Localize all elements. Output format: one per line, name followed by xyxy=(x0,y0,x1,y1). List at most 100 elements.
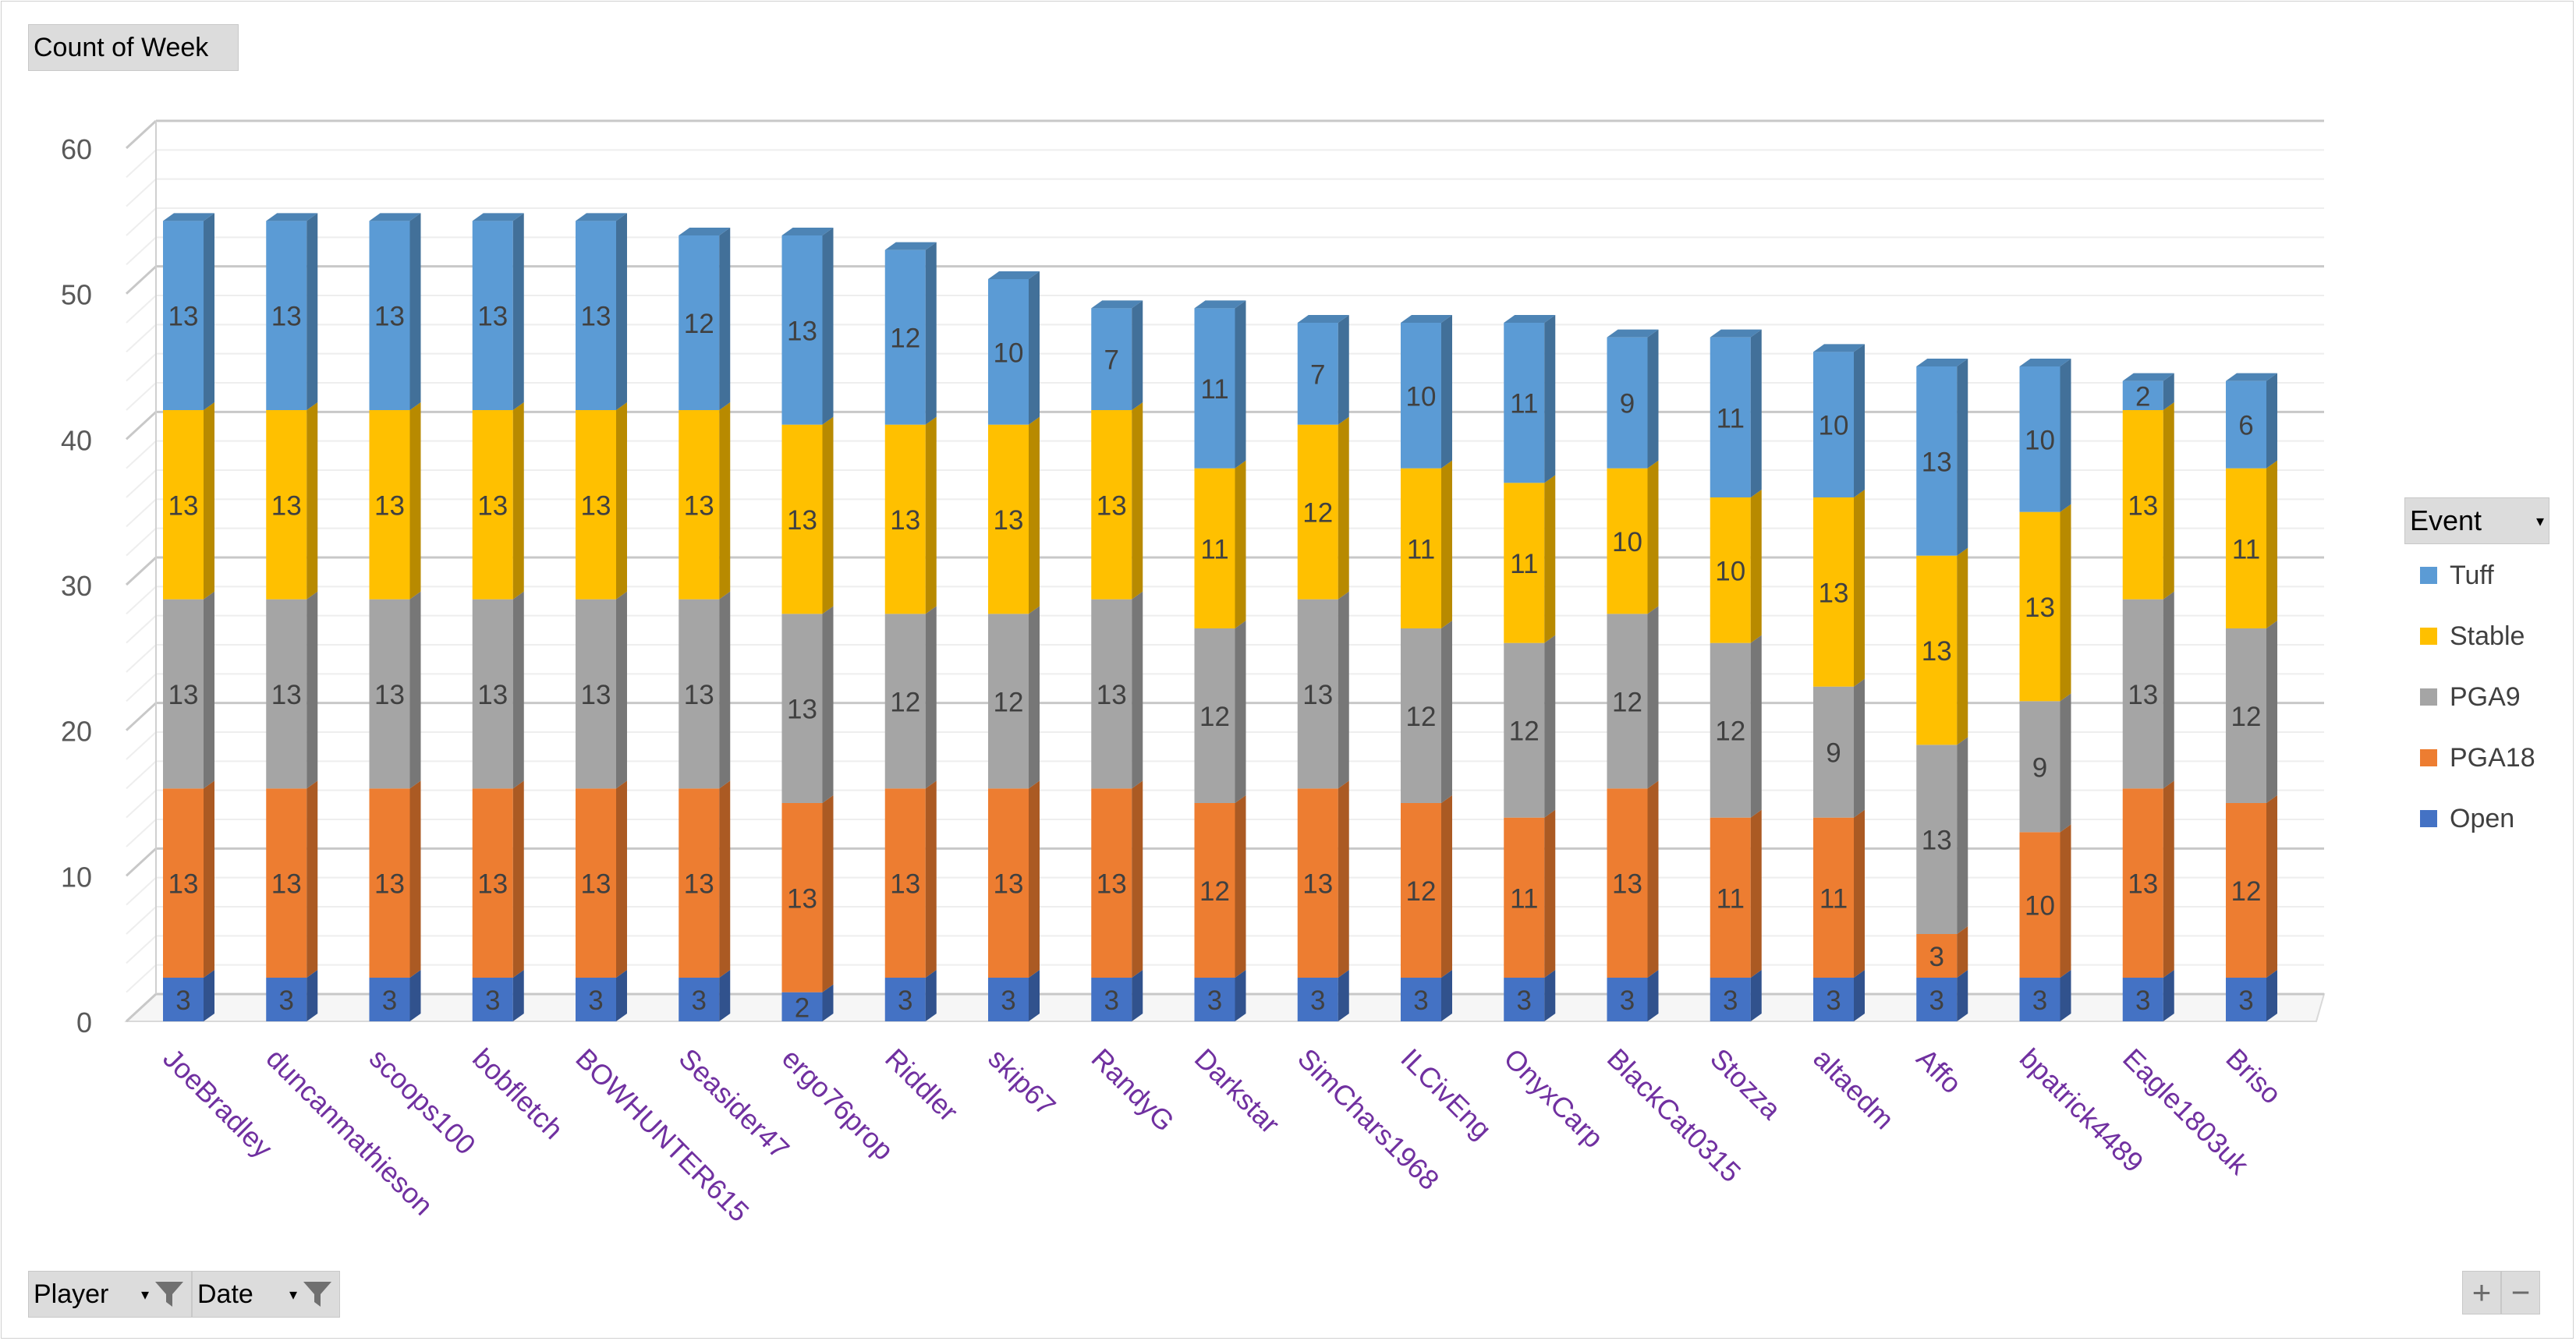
bar-side-stable xyxy=(512,402,524,600)
bar-segment-open xyxy=(679,978,720,1021)
bar-segment-pga18 xyxy=(1091,788,1132,978)
bar-segment-open xyxy=(1091,978,1132,1021)
data-label: 3 xyxy=(485,985,500,1016)
date-filter-button[interactable]: Date ▾ xyxy=(192,1271,340,1318)
bar-side-tuff xyxy=(1441,315,1452,469)
bar-side-pga9 xyxy=(1235,621,1246,803)
category-label: Darkstar xyxy=(1189,1042,1286,1140)
minor-gridline-side xyxy=(126,527,157,557)
bar-segment-tuff xyxy=(781,235,823,425)
data-label: 12 xyxy=(994,687,1024,717)
bar-side-pga9 xyxy=(204,591,214,789)
bar-side-tuff xyxy=(1750,329,1762,497)
minor-gridline-side xyxy=(126,644,157,673)
bar-segment-stable xyxy=(1607,468,1648,614)
data-label: 13 xyxy=(581,302,611,332)
expand-field-button[interactable]: + xyxy=(2462,1271,2501,1314)
minor-gridline-side xyxy=(126,586,157,615)
data-label: 13 xyxy=(581,490,611,521)
bar-top-face xyxy=(2122,373,2174,381)
bar-segment-tuff xyxy=(884,249,926,425)
data-label: 13 xyxy=(1819,578,1849,608)
data-label: 13 xyxy=(2128,490,2158,521)
data-label: 11 xyxy=(1510,549,1538,579)
bar-segment-pga18 xyxy=(1504,817,1545,978)
data-label: 11 xyxy=(1510,883,1538,914)
data-label: 13 xyxy=(271,302,302,332)
bar-segment-tuff xyxy=(2226,380,2266,469)
data-label: 2 xyxy=(2135,381,2150,412)
bar-segment-stable xyxy=(1194,468,1235,628)
value-field-button[interactable]: Count of Week xyxy=(28,24,239,71)
bar-side-stable xyxy=(822,416,834,614)
bar-side-pga18 xyxy=(1957,926,1968,978)
player-filter-button[interactable]: Player ▾ xyxy=(28,1271,192,1318)
data-label: 3 xyxy=(1207,985,1222,1016)
bar-side-open xyxy=(1235,970,1246,1021)
data-label: 3 xyxy=(588,985,603,1016)
bar-segment-tuff xyxy=(1297,323,1338,425)
data-label: 10 xyxy=(1406,381,1437,412)
minor-gridline-side xyxy=(126,731,157,760)
data-label: 13 xyxy=(271,490,302,521)
bar-segment-pga18 xyxy=(1401,803,1441,978)
collapse-field-button[interactable]: − xyxy=(2501,1271,2540,1314)
bar-segment-stable xyxy=(1813,497,1854,687)
bar-top-face xyxy=(266,213,318,221)
data-label: 13 xyxy=(581,869,611,900)
player-filter-label: Player xyxy=(34,1279,109,1309)
bar-top-face xyxy=(2019,359,2071,366)
date-filter-label: Date xyxy=(197,1279,253,1309)
bar-segment-pga18 xyxy=(781,803,823,992)
legend-swatch xyxy=(2420,810,2437,827)
minor-gridline-side xyxy=(126,295,157,324)
data-label: 13 xyxy=(2128,680,2158,710)
minor-gridline-side xyxy=(126,935,157,964)
bar-segment-pga9 xyxy=(369,599,410,789)
data-label: 11 xyxy=(1200,534,1228,564)
bar-side-open xyxy=(1132,970,1143,1021)
bar-side-open xyxy=(409,970,421,1021)
data-label: 13 xyxy=(994,505,1024,536)
bar-side-open xyxy=(1544,970,1556,1021)
bar-segment-pga18 xyxy=(1194,803,1235,978)
bar-segment-stable xyxy=(1710,497,1751,643)
data-label: 12 xyxy=(890,324,920,354)
filter-funnel-icon xyxy=(303,1282,331,1307)
bar-segment-stable xyxy=(1091,410,1132,600)
bar-side-stable xyxy=(1441,460,1452,628)
data-label: 3 xyxy=(2135,985,2150,1016)
bar-side-pga18 xyxy=(1132,780,1143,978)
legend-field-button[interactable]: Event ▾ xyxy=(2404,497,2549,544)
bar-segment-tuff xyxy=(1916,366,1958,556)
data-label: 10 xyxy=(994,338,1024,368)
bar-side-pga18 xyxy=(1029,780,1040,978)
data-label: 3 xyxy=(279,985,294,1016)
data-label: 13 xyxy=(787,316,817,346)
bar-segment-open xyxy=(266,978,307,1021)
bar-segment-open xyxy=(1916,978,1958,1021)
data-label: 13 xyxy=(374,680,405,710)
bar-side-tuff xyxy=(925,242,937,425)
data-label: 12 xyxy=(1199,702,1230,732)
data-label: 11 xyxy=(1200,374,1228,405)
data-label: 13 xyxy=(1097,490,1127,521)
bar-side-pga9 xyxy=(1750,635,1762,818)
data-label: 7 xyxy=(1104,345,1119,376)
legend-item-pga9: PGA9 xyxy=(2420,681,2521,713)
bar-segment-tuff xyxy=(1091,308,1132,410)
data-label: 11 xyxy=(1407,534,1435,564)
value-field-label: Count of Week xyxy=(34,32,209,62)
bar-side-pga9 xyxy=(2060,693,2071,833)
legend-label: Tuff xyxy=(2450,560,2494,590)
bar-segment-pga18 xyxy=(2019,832,2060,978)
bar-side-pga18 xyxy=(719,780,731,978)
bar-segment-open xyxy=(988,978,1029,1021)
bar-segment-tuff xyxy=(2122,380,2163,410)
data-label: 6 xyxy=(2238,411,2253,441)
bar-side-pga18 xyxy=(1647,780,1659,978)
data-label: 7 xyxy=(1310,359,1325,390)
data-label: 3 xyxy=(1929,942,1944,972)
dropdown-arrow-icon: ▾ xyxy=(2535,512,2544,530)
